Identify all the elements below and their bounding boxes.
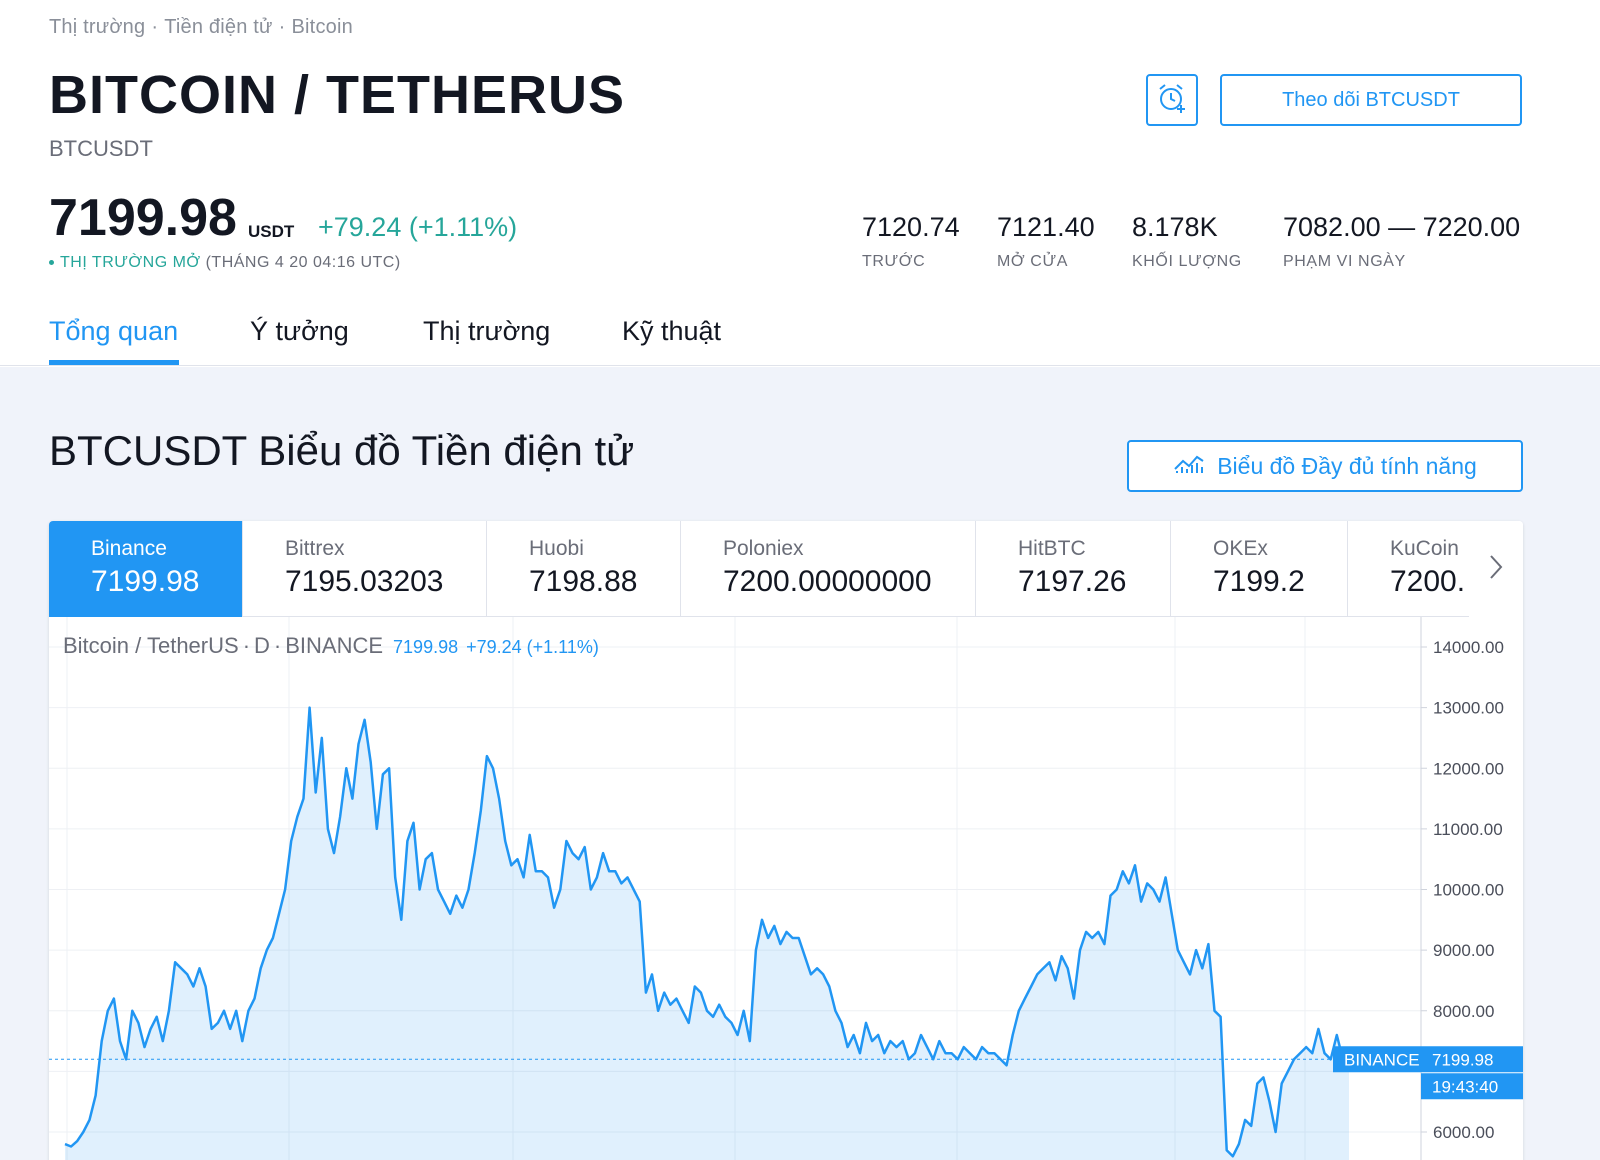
- legend-price: 7199.98: [393, 637, 459, 657]
- stat-label: MỞ CỬA: [997, 253, 1068, 270]
- exchange-name: Bittrex: [285, 537, 345, 560]
- exchange-price: 7197.26: [1018, 565, 1127, 598]
- stat-volume: 8.178K KHỐI LƯỢNG: [1132, 212, 1242, 271]
- price-change: +79.24 (+1.11%): [318, 212, 518, 242]
- breadcrumb-item-bitcoin[interactable]: Bitcoin: [291, 16, 353, 38]
- exchange-tab-binance[interactable]: Binance 7199.98: [49, 521, 243, 617]
- status-dot-icon: [49, 260, 54, 266]
- exchange-tab-hitbtc[interactable]: HitBTC 7197.26: [976, 521, 1171, 617]
- y-axis-tick-label: 8000.00: [1433, 1002, 1494, 1021]
- chart-legend: Bitcoin / TetherUS · D · BINANCE 7199.98 +79.2…: [63, 633, 599, 659]
- price-currency: USDT: [248, 222, 295, 241]
- exchange-price: 7199.98: [91, 565, 200, 598]
- legend-exchange: BINANCE: [285, 633, 384, 658]
- exchange-name: Huobi: [529, 537, 584, 560]
- exchange-tab-kucoin[interactable]: KuCoin 7200.: [1348, 521, 1523, 617]
- exchange-tabs: Binance 7199.98 Bittrex 7195.03203 Huobi…: [49, 521, 1523, 617]
- add-alert-button[interactable]: [1146, 74, 1198, 126]
- price-area: [65, 707, 1349, 1160]
- chart-section: BTCUSDT Biểu đồ Tiền điện tử Biểu đồ Đầy…: [0, 367, 1600, 1160]
- exchange-name: HitBTC: [1018, 537, 1086, 560]
- tab-bar: Tổng quan Ý tưởng Thị trường Kỹ thuật: [0, 300, 1600, 366]
- legend-symbol: Bitcoin / TetherUS: [63, 633, 239, 658]
- stat-open: 7121.40 MỞ CỬA: [997, 212, 1095, 271]
- stat-value: 7121.40: [997, 212, 1095, 242]
- last-price-tag: [1421, 1046, 1523, 1073]
- exchange-price-tag-label: BINANCE: [1344, 1050, 1420, 1069]
- chart-trend-icon: [1173, 451, 1205, 481]
- countdown-tag: [1421, 1073, 1523, 1100]
- follow-button[interactable]: Theo dõi BTCUSDT: [1220, 74, 1522, 126]
- exchange-price: 7200.00000000: [723, 565, 932, 598]
- breadcrumb-item-crypto[interactable]: Tiền điện tử: [164, 16, 273, 38]
- tab-markets[interactable]: Thị trường: [423, 316, 551, 346]
- stat-value: 8.178K: [1132, 212, 1218, 242]
- exchange-tab-poloniex[interactable]: Poloniex 7200.00000000: [681, 521, 976, 617]
- legend-change: +79.24 (+1.11%): [466, 637, 599, 657]
- full-chart-button[interactable]: Biểu đồ Đầy đủ tính năng: [1127, 440, 1523, 492]
- alarm-clock-plus-icon: [1155, 81, 1189, 120]
- exchange-tab-okex[interactable]: OKEx 7199.2: [1171, 521, 1348, 617]
- exchange-name: OKEx: [1213, 537, 1268, 560]
- y-axis-tick-label: 11000.00: [1433, 820, 1503, 839]
- chart-widget: Binance 7199.98 Bittrex 7195.03203 Huobi…: [49, 521, 1523, 1160]
- breadcrumb: Thị trường · Tiền điện tử · Bitcoin: [49, 16, 353, 39]
- page-title: BITCOIN / TETHERUS: [49, 65, 626, 125]
- legend-separator: ·: [273, 633, 282, 658]
- scroll-right-button[interactable]: [1469, 521, 1523, 617]
- exchange-price: 7195.03203: [285, 565, 444, 598]
- symbol-code: BTCUSDT: [49, 136, 153, 161]
- market-status-time: (THÁNG 4 20 04:16 UTC): [205, 254, 401, 271]
- stat-value: 7082.00 — 7220.00: [1283, 212, 1521, 242]
- stat-label: PHẠM VI NGÀY: [1283, 253, 1406, 270]
- tab-ideas[interactable]: Ý tưởng: [250, 316, 349, 346]
- exchange-name: KuCoin: [1390, 537, 1459, 560]
- full-chart-label: Biểu đồ Đầy đủ tính năng: [1217, 452, 1477, 479]
- price-chart[interactable]: 14000.00 13000.00 12000.00 11000.00 10000.00…: [49, 617, 1523, 1160]
- stat-value: 7120.74: [862, 212, 960, 242]
- y-axis-tick-label: 10000.00: [1433, 881, 1504, 900]
- section-title: BTCUSDT Biểu đồ Tiền điện tử: [49, 427, 635, 474]
- countdown-tag-label: 19:43:40: [1432, 1077, 1498, 1096]
- exchange-name: Poloniex: [723, 537, 804, 560]
- exchange-price-tag: [1333, 1046, 1421, 1073]
- y-axis-tick-label: 13000.00: [1433, 699, 1504, 718]
- y-axis-tick-label: 14000.00: [1433, 638, 1504, 657]
- stat-day-range: 7082.00 — 7220.00 PHẠM VI NGÀY: [1283, 212, 1520, 271]
- breadcrumb-separator: ·: [278, 16, 286, 38]
- tab-technicals[interactable]: Kỹ thuật: [622, 316, 722, 346]
- breadcrumb-separator: ·: [151, 16, 159, 38]
- exchange-tab-bittrex[interactable]: Bittrex 7195.03203: [243, 521, 487, 617]
- y-axis-tick-label: 6000.00: [1433, 1123, 1494, 1142]
- chevron-right-icon: [1488, 553, 1504, 586]
- market-open-label: THỊ TRƯỜNG MỞ: [60, 254, 201, 271]
- legend-separator: ·: [242, 633, 251, 658]
- exchange-price: 7199.2: [1213, 565, 1305, 598]
- y-axis-tick-label: 12000.00: [1433, 759, 1504, 778]
- exchange-tab-huobi[interactable]: Huobi 7198.88: [487, 521, 681, 617]
- price-line: [64, 706, 1349, 1158]
- stat-label: TRƯỚC: [862, 253, 926, 270]
- last-price: 7199.98: [49, 189, 237, 247]
- legend-interval: D: [254, 633, 270, 658]
- tab-overview[interactable]: Tổng quan: [49, 316, 179, 346]
- stat-prev-close: 7120.74 TRƯỚC: [862, 212, 960, 271]
- exchange-price: 7200.: [1390, 565, 1466, 598]
- active-tab-indicator: [49, 360, 179, 365]
- stat-label: KHỐI LƯỢNG: [1132, 253, 1242, 270]
- market-status: THỊ TRƯỜNG MỞ (THÁNG 4 20 04:16 UTC): [49, 254, 401, 272]
- exchange-price: 7198.88: [529, 565, 638, 598]
- exchange-name: Binance: [91, 537, 167, 560]
- breadcrumb-item-markets[interactable]: Thị trường: [49, 16, 146, 38]
- last-price-tag-label: 7199.98: [1432, 1050, 1493, 1069]
- y-axis-tick-label: 9000.00: [1433, 941, 1494, 960]
